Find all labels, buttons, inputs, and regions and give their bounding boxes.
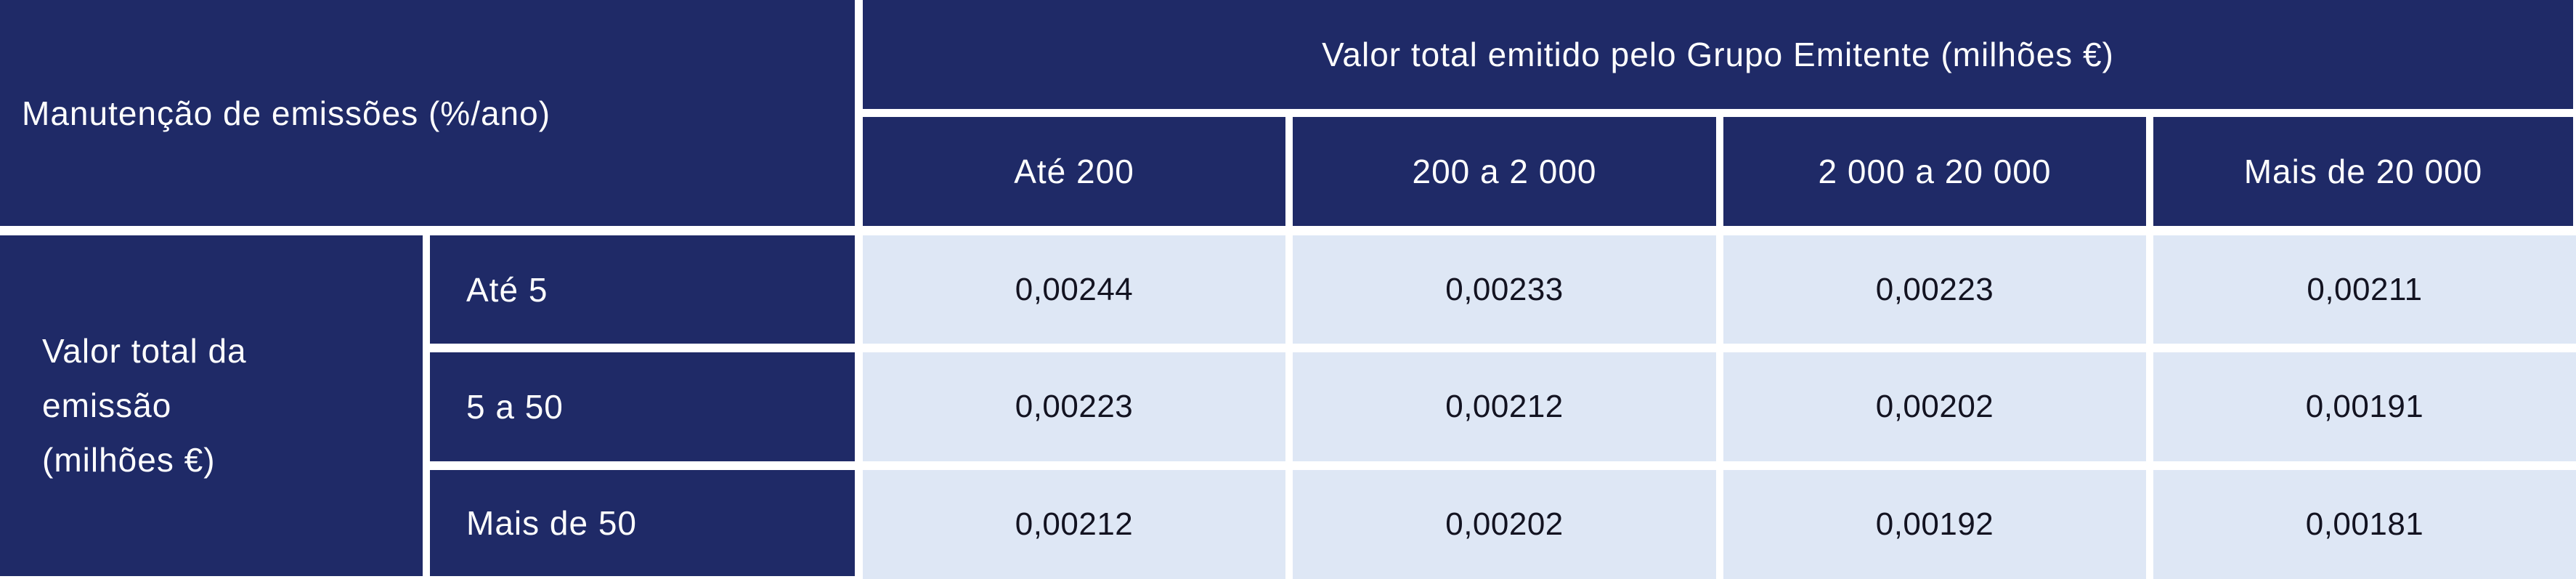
- table-cell-r3c2: 0,00202: [1293, 470, 1716, 579]
- row-group-header-line-2: emissão: [42, 386, 172, 424]
- column-header-200-a-2000: 200 a 2 000: [1293, 117, 1716, 226]
- table-cell-r1c1: 0,00244: [863, 235, 1285, 344]
- table-cell-r1c3: 0,00223: [1723, 235, 2146, 344]
- table-cell-r3c3: 0,00192: [1723, 470, 2146, 579]
- table-cell-r2c2: 0,00212: [1293, 352, 1716, 461]
- corner-header-manutencao: Manutenção de emissões (%/ano): [0, 0, 855, 226]
- column-header-mais-de-20000: Mais de 20 000: [2153, 117, 2576, 226]
- row-group-header-text: Valor total da emissão (milhões €): [42, 324, 247, 487]
- row-header-mais-de-50: Mais de 50: [430, 470, 855, 579]
- row-header-5-a-50: 5 a 50: [430, 352, 855, 461]
- table-cell-r2c3: 0,00202: [1723, 352, 2146, 461]
- table-cell-r3c4: 0,00181: [2153, 470, 2576, 579]
- table-cell-r1c4: 0,00211: [2153, 235, 2576, 344]
- row-group-header-line-3: (milhões €): [42, 441, 216, 479]
- table-cell-r2c4: 0,00191: [2153, 352, 2576, 461]
- row-header-ate-5: Até 5: [430, 235, 855, 344]
- column-header-2000-a-20000: 2 000 a 20 000: [1723, 117, 2146, 226]
- column-group-header: Valor total emitido pelo Grupo Emitente …: [863, 0, 2576, 109]
- table-cell-r3c1: 0,00212: [863, 470, 1285, 579]
- table-cell-r1c2: 0,00233: [1293, 235, 1716, 344]
- table-cell-r2c1: 0,00223: [863, 352, 1285, 461]
- row-group-header-line-1: Valor total da: [42, 332, 247, 370]
- column-header-ate-200: Até 200: [863, 117, 1285, 226]
- row-group-header-valor-total-emissao: Valor total da emissão (milhões €): [0, 235, 423, 579]
